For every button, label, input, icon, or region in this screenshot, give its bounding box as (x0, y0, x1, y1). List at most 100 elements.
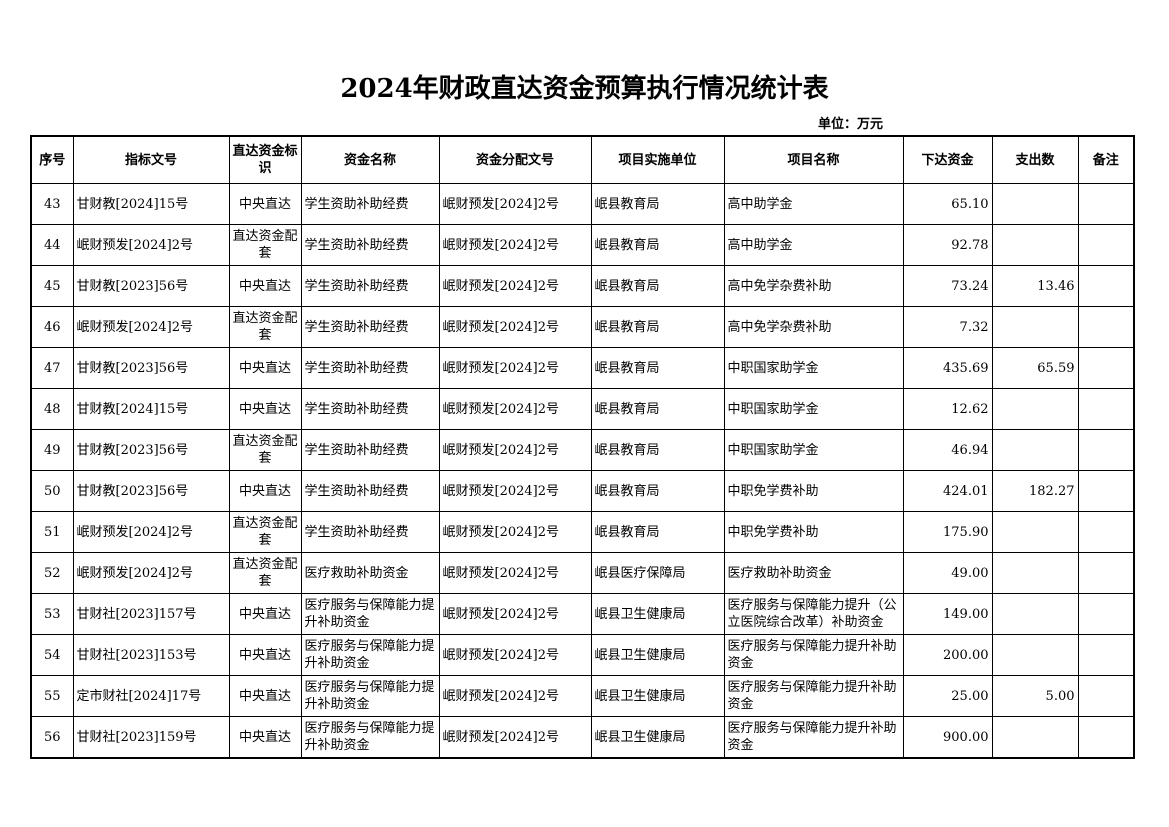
table-cell (991, 429, 1079, 471)
cell-text: 岷财预发[2024]2号 (442, 360, 560, 376)
cell-text: 65.59 (1037, 360, 1075, 376)
cell-text: 25.00 (951, 688, 989, 704)
cell-text: 直达资金配套 (232, 434, 298, 466)
table-cell: 中职免学费补助 (723, 511, 904, 553)
cell-text: 直达资金配套 (232, 229, 298, 261)
cell-text: 定市财社[2024]17号 (76, 688, 202, 704)
cell-text: 岷财预发[2024]2号 (442, 688, 560, 704)
table-cell: 甘财社[2023]159号 (72, 716, 230, 759)
table-cell: 中央直达 (228, 593, 302, 635)
cell-text: 甘财教[2023]56号 (76, 442, 189, 458)
cell-text: 岷县卫生健康局 (594, 606, 686, 622)
cell-text: 7.32 (959, 319, 989, 335)
cell-text: 医疗救助补助资金 (727, 565, 832, 581)
table-cell: 岷财预发[2024]2号 (438, 716, 592, 759)
table-cell: 学生资助补助经费 (300, 183, 440, 225)
table-cell: 直达资金配套 (228, 306, 302, 348)
column-header: 备注 (1077, 135, 1135, 184)
cell-text: 岷财预发[2024]2号 (442, 319, 560, 335)
table-row: 53 甘财社[2023]157号 中央直达 医疗服务与保障能力提升补助资金 岷财预发[2… (30, 593, 1135, 635)
table-cell: 岷财预发[2024]2号 (438, 593, 592, 635)
table-cell (1077, 388, 1135, 430)
table-row: 47 甘财教[2023]56号 中央直达 学生资助补助经费 岷财预发[2024]2号 岷县… (30, 347, 1135, 389)
table-cell: 岷县卫生健康局 (590, 675, 725, 717)
table-cell: 医疗救助补助资金 (723, 552, 904, 594)
cell-text: 12.62 (951, 401, 989, 417)
table-cell: 52 (30, 552, 74, 594)
table-cell: 43 (30, 183, 74, 225)
table-cell: 岷县卫生健康局 (590, 593, 725, 635)
cell-text: 岷财预发[2024]2号 (76, 565, 194, 581)
cell-text: 53 (43, 606, 61, 622)
cell-text: 13.46 (1037, 278, 1075, 294)
cell-text: 岷县教育局 (594, 401, 660, 417)
cell-text: 甘财教[2024]15号 (76, 196, 189, 212)
table-cell: 甘财教[2023]56号 (72, 470, 230, 512)
cell-text: 46 (43, 319, 61, 335)
table-cell: 岷县卫生健康局 (590, 634, 725, 676)
cell-text: 医疗服务与保障能力提升补助资金 (727, 721, 897, 753)
table-cell: 56 (30, 716, 74, 759)
table-cell: 岷财预发[2024]2号 (72, 511, 230, 553)
column-header: 资金名称 (300, 135, 440, 184)
cell-text: 44 (43, 237, 61, 253)
table-row: 48 甘财教[2024]15号 中央直达 学生资助补助经费 岷财预发[2024]2号 岷县… (30, 388, 1135, 430)
table-cell: 岷财预发[2024]2号 (438, 388, 592, 430)
cell-text: 中央直达 (238, 729, 291, 745)
cell-text: 55 (43, 688, 61, 704)
table-cell: 直达资金配套 (228, 224, 302, 266)
cell-text: 学生资助补助经费 (304, 442, 409, 458)
table-cell: 中职国家助学金 (723, 429, 904, 471)
table-cell: 424.01 (902, 470, 993, 512)
cell-text: 46.94 (951, 442, 989, 458)
table-cell: 48 (30, 388, 74, 430)
table-cell: 岷县教育局 (590, 306, 725, 348)
cell-text: 学生资助补助经费 (304, 401, 409, 417)
table-cell (1077, 429, 1135, 471)
cell-text: 高中助学金 (727, 196, 793, 212)
table-cell: 岷财预发[2024]2号 (438, 552, 592, 594)
cell-text: 中央直达 (238, 360, 291, 376)
column-header: 支出数 (991, 135, 1079, 184)
cell-text: 学生资助补助经费 (304, 524, 409, 540)
table-cell: 医疗服务与保障能力提升补助资金 (723, 634, 904, 676)
table-cell (1077, 634, 1135, 676)
table-cell (1077, 224, 1135, 266)
table-row: 52 岷财预发[2024]2号 直达资金配套 医疗救助补助资金 岷财预发[2024]2号… (30, 552, 1135, 594)
table-cell: 435.69 (902, 347, 993, 389)
table-cell: 54 (30, 634, 74, 676)
cell-text: 岷财预发[2024]2号 (76, 237, 194, 253)
table-cell: 岷财预发[2024]2号 (438, 306, 592, 348)
table-cell (991, 224, 1079, 266)
cell-text: 47 (43, 360, 61, 376)
cell-text: 直达资金配套 (232, 516, 298, 548)
cell-text: 52 (43, 565, 61, 581)
table-cell: 学生资助补助经费 (300, 265, 440, 307)
table-cell: 岷财预发[2024]2号 (438, 634, 592, 676)
table-cell (991, 634, 1079, 676)
cell-text: 直达资金配套 (232, 557, 298, 589)
table-cell: 中央直达 (228, 634, 302, 676)
cell-text: 岷财预发[2024]2号 (76, 524, 194, 540)
cell-text: 43 (43, 196, 61, 212)
cell-text: 424.01 (943, 483, 989, 499)
cell-text: 医疗服务与保障能力提升补助资金 (304, 639, 435, 671)
table-cell (991, 306, 1079, 348)
cell-text: 岷县卫生健康局 (594, 647, 686, 663)
cell-text: 中职国家助学金 (727, 401, 819, 417)
cell-text: 岷县教育局 (594, 524, 660, 540)
cell-text: 岷县卫生健康局 (594, 688, 686, 704)
cell-text: 182.27 (1029, 483, 1075, 499)
cell-text: 岷县教育局 (594, 196, 660, 212)
table-cell: 65.59 (991, 347, 1079, 389)
table-cell: 岷县教育局 (590, 347, 725, 389)
cell-text: 岷财预发[2024]2号 (442, 483, 560, 499)
table-cell: 甘财教[2024]15号 (72, 388, 230, 430)
cell-text: 岷财预发[2024]2号 (76, 319, 194, 335)
cell-text: 甘财教[2023]56号 (76, 278, 189, 294)
table-cell (1077, 265, 1135, 307)
cell-text: 学生资助补助经费 (304, 319, 409, 335)
cell-text: 岷县教育局 (594, 360, 660, 376)
table-cell: 中职国家助学金 (723, 388, 904, 430)
table-cell (1077, 347, 1135, 389)
